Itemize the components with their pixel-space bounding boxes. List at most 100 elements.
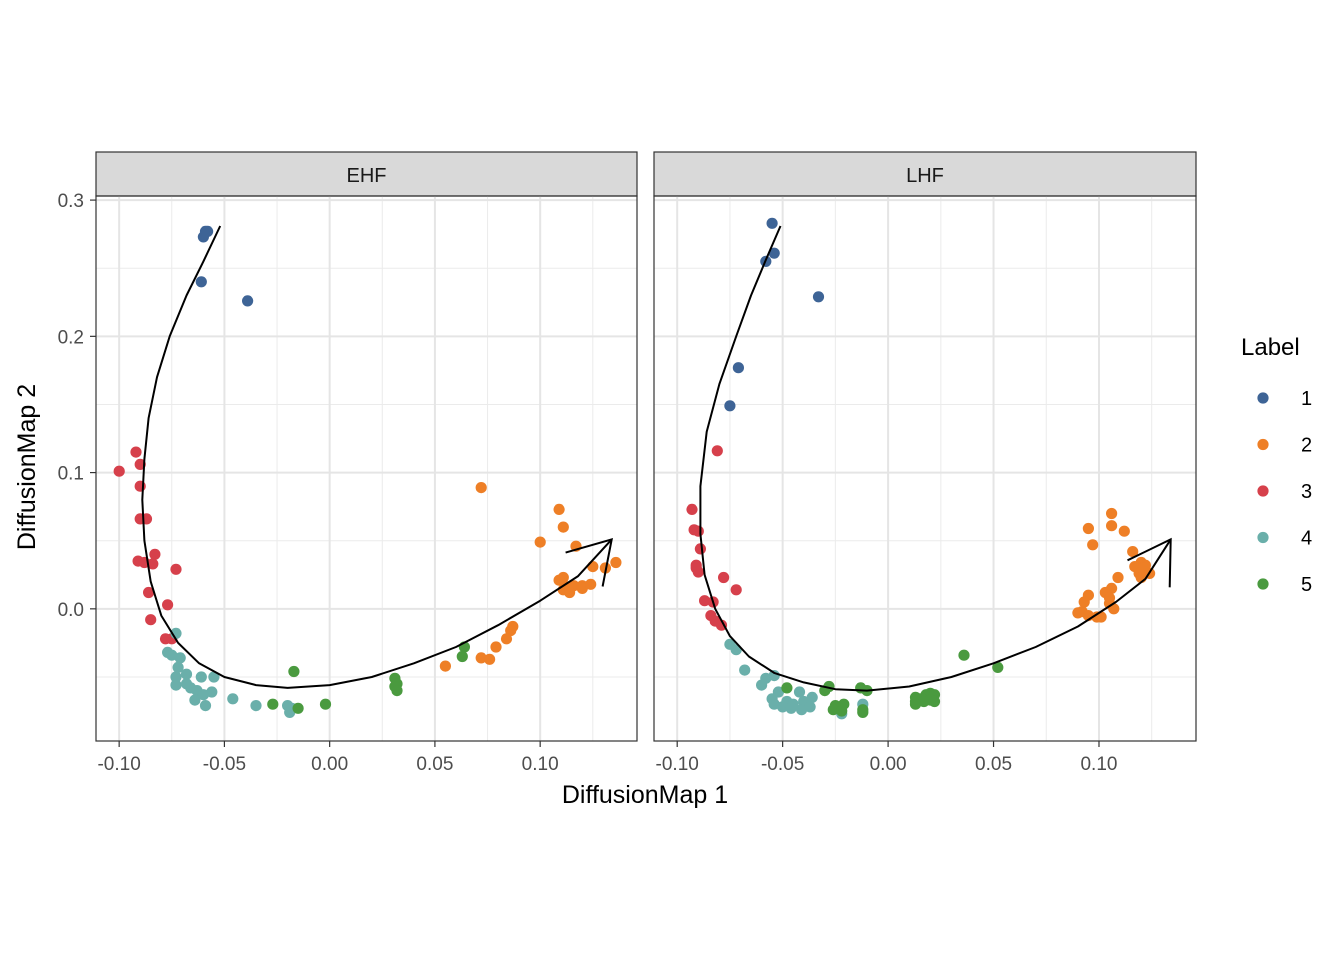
data-point-label-2	[1106, 507, 1118, 520]
x-tick-label: 0.05	[416, 754, 453, 775]
data-point-label-4	[170, 679, 182, 691]
legend-entry-label: 5	[1301, 574, 1312, 596]
y-tick-label: 0.1	[58, 464, 84, 485]
trajectory-arrowhead	[1127, 537, 1172, 588]
data-point-label-4	[170, 671, 182, 683]
legend-key-2	[1257, 438, 1269, 451]
data-point-label-2	[553, 503, 565, 515]
data-point-label-4	[208, 671, 220, 683]
data-point-label-5	[781, 682, 793, 694]
data-point-label-4	[785, 702, 797, 714]
data-point-label-2	[1106, 520, 1118, 532]
data-point-label-3	[692, 525, 704, 537]
data-point-label-5	[909, 698, 922, 710]
y-axis-title: DiffusionMap 2	[13, 384, 41, 550]
data-point-label-3	[145, 614, 157, 626]
x-tick-label: -0.10	[97, 754, 140, 775]
data-point-label-5	[827, 704, 839, 716]
data-point-label-3	[711, 445, 723, 457]
data-point-label-2	[475, 482, 487, 494]
legend-entry-label: 3	[1301, 481, 1312, 503]
data-point-label-4	[756, 679, 768, 691]
data-point-label-4	[284, 706, 296, 719]
data-point-label-5	[292, 702, 304, 714]
facet-strip	[653, 151, 1197, 197]
data-point-label-1	[195, 276, 207, 288]
x-tick-label: 0.10	[522, 754, 559, 775]
data-point-label-5	[319, 698, 332, 710]
data-point-label-4	[768, 670, 780, 682]
data-point-label-4	[195, 671, 207, 683]
data-point-label-2	[534, 536, 546, 548]
data-point-label-5	[456, 650, 468, 663]
data-point-label-2	[1078, 596, 1090, 608]
data-point-label-3	[162, 599, 174, 611]
data-point-label-4	[768, 698, 780, 710]
data-point-label-4	[206, 686, 218, 698]
data-point-label-2	[484, 653, 496, 665]
data-point-label-2	[553, 574, 565, 586]
facet-panel-lhf: LHF -0.10 -0.05 0.00 0.05 0.10	[653, 151, 1197, 775]
data-point-label-3	[113, 465, 125, 477]
data-point-label-2	[1118, 525, 1130, 537]
data-point-label-4	[739, 664, 751, 676]
data-point-label-5	[267, 698, 279, 710]
data-point-label-4	[796, 704, 808, 716]
data-point-label-3	[715, 619, 728, 631]
data-point-label-3	[692, 566, 704, 578]
data-point-label-1	[197, 231, 209, 243]
legend-title: Label	[1241, 334, 1300, 361]
facet-strip	[95, 151, 638, 197]
x-tick-label: -0.05	[761, 754, 804, 775]
data-point-label-4	[227, 693, 239, 705]
data-point-label-2	[500, 633, 513, 645]
data-point-label-3	[130, 446, 142, 458]
data-point-label-2	[587, 561, 599, 573]
x-tick-label: 0.05	[975, 754, 1012, 775]
data-point-label-4	[189, 694, 201, 706]
data-point-label-3	[694, 543, 707, 555]
data-point-label-2	[1072, 607, 1084, 619]
data-point-label-2	[1082, 522, 1094, 535]
data-point-label-3	[170, 563, 182, 575]
data-point-label-1	[242, 295, 254, 307]
data-point-label-3	[730, 584, 742, 596]
data-point-label-3	[686, 503, 698, 515]
legend-key-5	[1257, 578, 1269, 590]
x-tick-label: -0.10	[656, 754, 699, 775]
x-tick-label: 0.10	[1080, 754, 1117, 775]
data-point-label-4	[804, 701, 816, 713]
trajectory-curve	[141, 225, 613, 689]
facet-panel-ehf: EHF -0.10 -0.05 0.00 0.05 0.10	[95, 151, 638, 775]
legend-entry-label: 4	[1301, 528, 1312, 550]
legend-entry-label: 1	[1301, 388, 1312, 410]
data-point-label-5	[288, 665, 300, 678]
data-point-label-5	[928, 695, 941, 708]
data-point-label-4	[174, 652, 186, 664]
data-point-label-2	[490, 641, 502, 653]
data-point-label-4	[197, 689, 209, 701]
data-point-label-1	[732, 362, 745, 374]
data-point-label-3	[699, 595, 711, 607]
data-point-label-2	[576, 582, 588, 595]
x-tick-label: -0.05	[203, 754, 246, 775]
data-point-label-2	[1087, 539, 1099, 551]
data-point-label-2	[439, 660, 451, 672]
data-point-label-1	[812, 291, 825, 303]
data-point-label-1	[766, 217, 778, 229]
legend-key-4	[1257, 531, 1269, 544]
data-point-label-5	[857, 706, 869, 719]
panel-border	[95, 195, 638, 742]
data-point-label-3	[718, 571, 730, 584]
data-point-label-2	[1127, 546, 1139, 558]
legend-entry-label: 2	[1301, 435, 1312, 457]
data-point-label-4	[180, 668, 193, 680]
data-point-label-1	[768, 247, 780, 259]
data-point-label-3	[149, 548, 161, 560]
data-point-label-4	[793, 686, 806, 698]
data-point-label-2	[1112, 571, 1124, 584]
data-point-label-4	[166, 649, 178, 661]
legend-key-3	[1257, 485, 1269, 497]
